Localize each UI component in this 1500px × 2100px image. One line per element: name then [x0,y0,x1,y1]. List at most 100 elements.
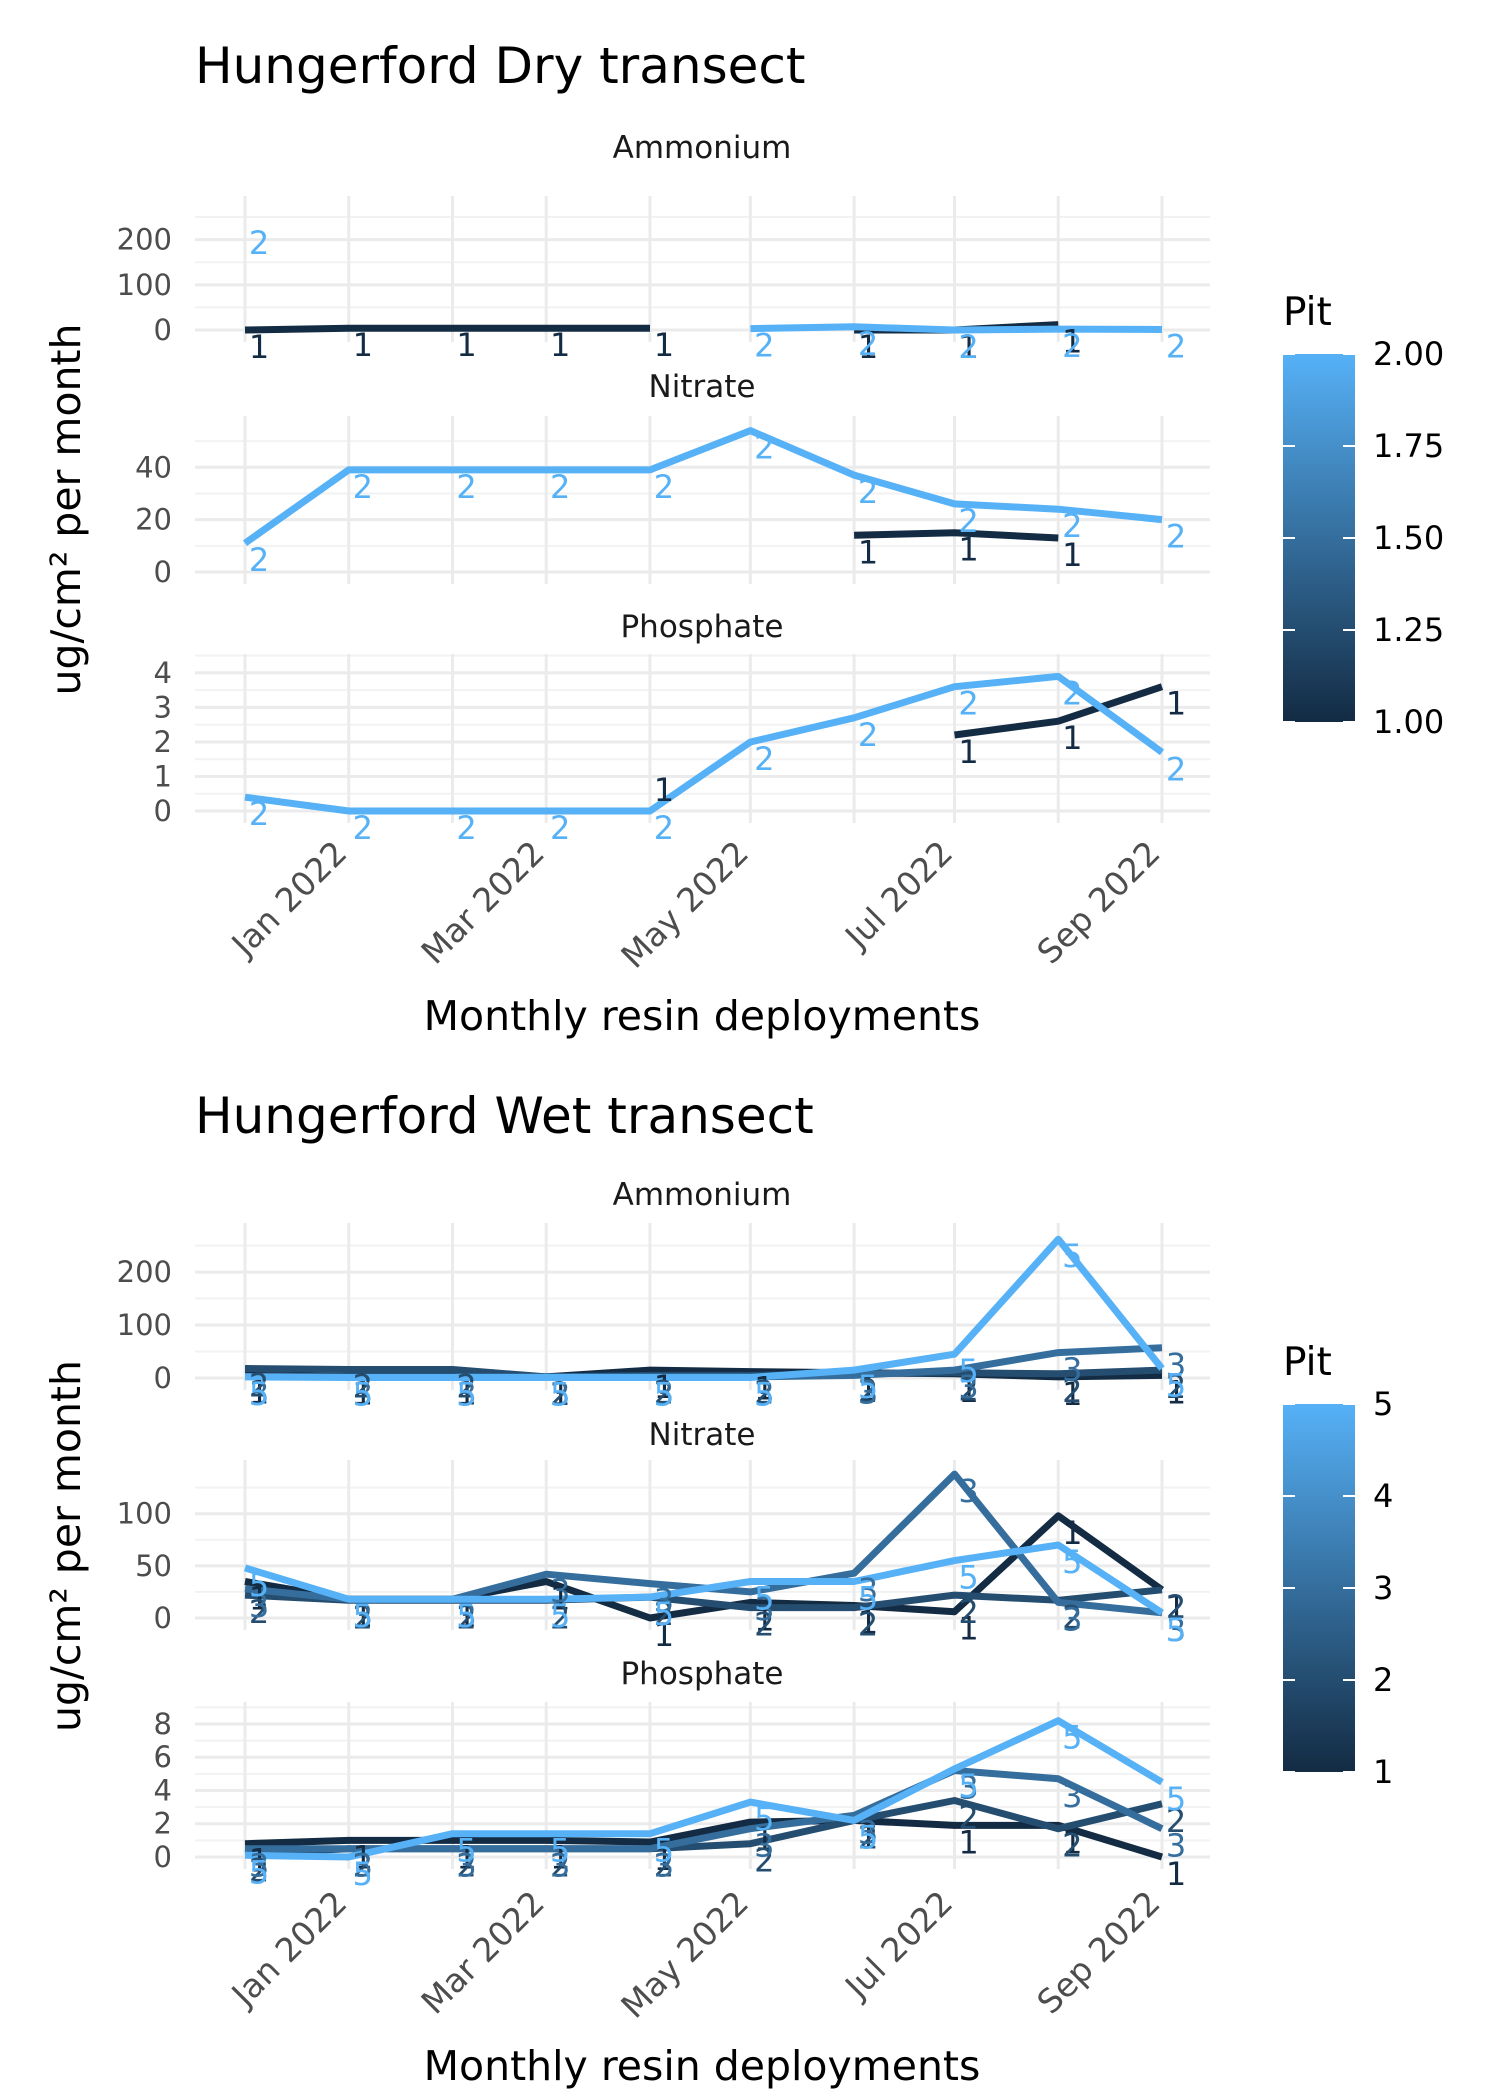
data-label: 1 [1166,1588,1186,1626]
data-label: 5 [958,1767,978,1805]
x-tick-label: Jul 2022 [836,1883,960,2007]
data-label: 3 [456,1847,476,1885]
data-label: 3 [249,1587,269,1625]
series-line-pit-2 [750,323,1163,334]
x-axis-label: Monthly resin deployments [424,2042,981,2090]
data-label: 1 [958,1610,978,1648]
data-label: 1 [249,1842,269,1880]
data-label: 2 [1062,1372,1082,1410]
y-tick-label: 50 [135,1549,172,1583]
data-label: 1 [858,1818,878,1856]
legend-label: 2 [1373,1661,1393,1699]
data-label: 2 [654,1595,674,1633]
data-label: 1 [1062,1375,1082,1413]
data-label: 5 [1062,1237,1082,1275]
data-label: 2 [249,1366,269,1404]
data-label: 1 [654,1616,674,1654]
panel-strip-label: Ammonium [613,1177,792,1213]
data-label: 1 [249,1373,269,1411]
data-label: 2 [858,716,878,754]
data-label: 1 [353,1374,373,1412]
data-label: 2 [1062,1598,1082,1636]
series-line-pit-5 [243,1541,1164,1616]
data-label: 2 [654,468,674,506]
data-label: 2 [550,809,570,847]
data-label: 2 [456,468,476,506]
data-label: 2 [958,328,978,366]
chart-title: Hungerford Wet transect [195,1087,814,1145]
x-tick-label: May 2022 [613,1883,756,2026]
panel-strip-label: Nitrate [649,1417,756,1453]
x-tick-label: Sep 2022 [1029,833,1167,971]
data-label: 1 [654,1840,674,1878]
y-axis-label: ug/cm² per month [42,1360,90,1732]
data-label: 3 [550,1375,570,1413]
data-label: 1 [353,1838,373,1876]
data-label: 1 [1166,1373,1186,1411]
data-label: 1 [958,328,978,366]
data-label: 5 [858,1368,878,1406]
legend-title: Pit [1283,1340,1332,1385]
y-tick-label: 3 [154,690,172,724]
data-label: 2 [353,1847,373,1885]
data-label: 5 [958,1559,978,1597]
data-label: 1 [958,1372,978,1410]
y-tick-label: 40 [135,450,172,484]
data-label: 1 [353,326,373,364]
y-tick-label: 100 [117,1308,172,1342]
x-tick-label: Mar 2022 [413,1883,551,2021]
data-label: 2 [249,224,269,262]
data-label: 5 [754,1375,774,1413]
series-line-pit-1 [244,1816,1164,1861]
data-label: 5 [958,1352,978,1390]
y-tick-label: 0 [154,555,172,589]
data-label: 1 [754,1370,774,1408]
data-label: 2 [754,429,774,467]
series-line-pit-5 [244,1235,1165,1381]
y-tick-label: 100 [117,268,172,302]
data-label: 3 [654,1582,674,1620]
data-label: 3 [1166,1346,1186,1384]
data-label: 2 [1166,328,1186,366]
panel-strip-label: Nitrate [649,369,756,405]
data-label: 2 [353,1598,373,1636]
series-line-pit-1 [854,529,1059,542]
data-label: 2 [1166,750,1186,788]
panel-strip-label: Phosphate [620,609,783,645]
data-label: 2 [550,1847,570,1885]
data-label: 2 [754,327,774,365]
y-tick-label: 200 [117,223,172,257]
data-label: 5 [353,1597,373,1635]
data-label: 5 [550,1375,570,1413]
data-label: 2 [1166,1368,1186,1406]
data-label: 1 [654,1368,674,1406]
data-label: 2 [958,1798,978,1836]
data-label: 1 [456,326,476,364]
data-label: 2 [353,1368,373,1406]
legend-label: 2.00 [1373,335,1444,373]
data-label: 5 [754,1800,774,1838]
data-label: 3 [1062,1351,1082,1389]
data-label: 1 [550,1375,570,1413]
data-label: 1 [550,1838,570,1876]
data-label: 2 [1166,1802,1186,1840]
data-label: 2 [550,468,570,506]
x-tick-label: Jan 2022 [223,833,355,965]
data-label: 2 [456,809,476,847]
data-label: 3 [958,1769,978,1807]
data-label: 5 [456,1832,476,1870]
data-label: 1 [654,326,674,364]
data-label: 5 [654,1595,674,1633]
legend: Pit 2.00 1.75 1.50 1.25 1.00 [1283,290,1444,741]
data-label: 3 [353,1375,373,1413]
data-label: 2 [456,1847,476,1885]
data-label: 2 [353,809,373,847]
data-label: 1 [456,1597,476,1635]
data-label: 2 [754,1606,774,1644]
y-tick-label: 0 [154,794,172,828]
